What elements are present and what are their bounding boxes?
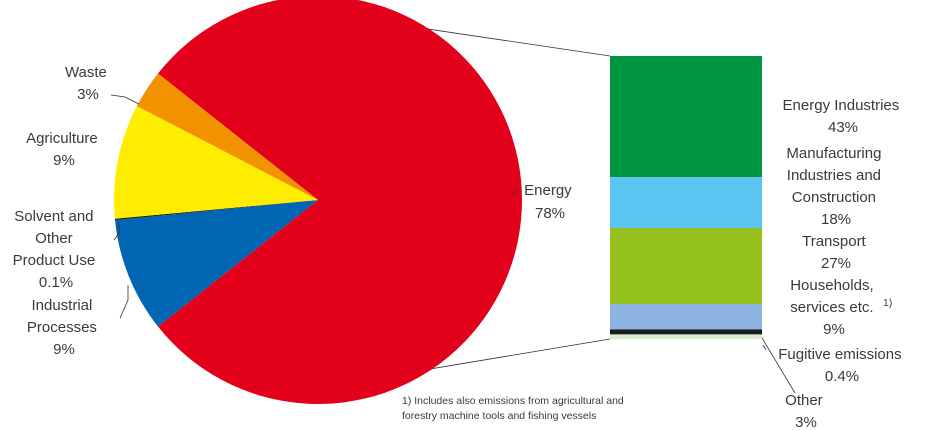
label-other-name: Other <box>785 392 823 409</box>
footnote-line1: 1) Includes also emissions from agricult… <box>402 395 624 407</box>
label-energy-name: Energy <box>524 182 572 199</box>
stacked-bar <box>610 56 762 339</box>
label-industrial-line2: Processes <box>27 319 97 336</box>
footnote: 1) Includes also emissions from agricult… <box>402 395 627 422</box>
label-manufacturing-line1: Manufacturing <box>786 145 881 162</box>
label-fugitive-value: 0.4% <box>825 368 859 385</box>
footnote-ref: 1) <box>883 297 892 309</box>
label-agriculture-value: 9% <box>53 152 75 169</box>
label-manufacturing-line2: Industries and <box>787 167 881 184</box>
leader-lines <box>110 94 796 394</box>
label-waste-value: 3% <box>77 86 99 103</box>
label-energy-industries: Energy Industries 43% <box>783 97 904 136</box>
label-transport: Transport 27% <box>802 233 870 272</box>
bar-segment-manufacturing-industries-and-construction <box>610 177 762 228</box>
label-waste-name: Waste <box>65 64 107 81</box>
label-industrial-line1: Industrial <box>31 297 92 314</box>
label-solvent: Solvent and Other Product Use 0.1% <box>13 208 100 291</box>
label-solvent-line3: Product Use <box>13 252 96 269</box>
label-energy-value: 78% <box>535 205 565 222</box>
label-solvent-line1: Solvent and <box>14 208 93 225</box>
label-industrial-value: 9% <box>53 341 75 358</box>
pie-slice-industrial-processes <box>114 200 318 327</box>
pie-slice-waste <box>136 73 318 200</box>
label-manufacturing-line3: Construction <box>792 189 876 206</box>
bar-segment-other <box>610 334 762 339</box>
label-agriculture-name: Agriculture <box>26 130 98 147</box>
label-solvent-line2: Other <box>35 230 73 247</box>
bar-segment-fugitive-emissions <box>610 329 762 335</box>
leader-other <box>761 337 796 394</box>
pie-chart <box>113 0 522 404</box>
bar-segment-transport <box>610 227 762 305</box>
label-households-line1: Households, <box>790 277 873 294</box>
leader-fugitive <box>762 344 767 351</box>
label-energy-industries-name: Energy Industries <box>783 97 900 114</box>
label-agriculture: Agriculture 9% <box>26 130 102 169</box>
footnote-line2: forestry machine tools and fishing vesse… <box>402 410 596 422</box>
label-households-value: 9% <box>823 321 845 338</box>
label-transport-value: 27% <box>821 255 851 272</box>
leader-solvent <box>113 221 121 241</box>
pie-slice-agriculture <box>113 106 319 219</box>
label-industrial: Industrial Processes 9% <box>27 297 101 358</box>
label-solvent-value: 0.1% <box>39 274 73 291</box>
label-households-line2: services etc. <box>790 299 873 316</box>
label-energy: Energy 78% <box>524 182 576 222</box>
label-fugitive: Fugitive emissions 0.4% <box>778 346 906 385</box>
pie-slice-solvent-and-other-product-use <box>114 200 318 221</box>
bar-segment-households-services-etc <box>610 304 762 330</box>
leader-energy <box>511 189 519 196</box>
label-energy-industries-value: 43% <box>828 119 858 136</box>
bar-segment-energy-industries <box>610 56 762 178</box>
pie-slice-energy <box>157 0 522 404</box>
label-transport-name: Transport <box>802 233 866 250</box>
label-waste: Waste 3% <box>65 64 111 103</box>
label-households: Households, services etc. 9% <box>790 277 878 338</box>
label-other-value: 3% <box>795 414 817 430</box>
label-manufacturing: Manufacturing Industries and Constructio… <box>786 145 885 228</box>
label-other: Other 3% <box>785 392 827 430</box>
leader-waste <box>110 94 140 105</box>
label-fugitive-name: Fugitive emissions <box>778 346 901 363</box>
leader-industrial <box>119 285 129 319</box>
label-manufacturing-value: 18% <box>821 211 851 228</box>
